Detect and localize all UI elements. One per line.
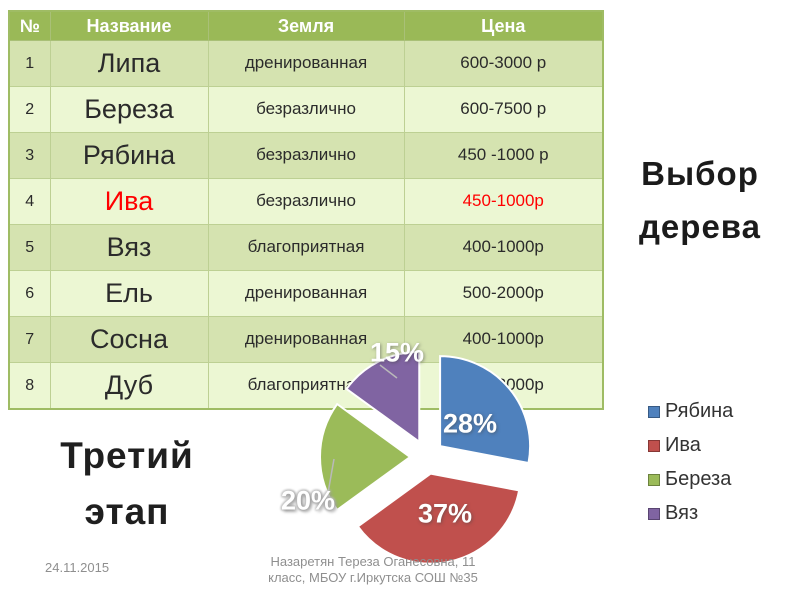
column-header-0: № xyxy=(8,10,51,41)
table-row: 7 Сосна дренированная 400-1000р xyxy=(8,316,604,363)
legend-item-1: Ива xyxy=(648,434,733,457)
slide-date: 24.11.2015 xyxy=(45,560,110,575)
chart-legend: Рябина Ива Береза Вяз xyxy=(648,400,733,536)
legend-swatch-icon xyxy=(648,507,660,520)
legend-label: Рябина xyxy=(665,400,734,422)
cell-num: 1 xyxy=(8,40,51,87)
legend-item-2: Береза xyxy=(648,468,733,491)
cell-num: 4 xyxy=(8,178,51,225)
cell-name: Вяз xyxy=(49,224,209,271)
cell-price: 600-2000р xyxy=(403,362,604,410)
cell-name: Дуб xyxy=(49,362,209,410)
cell-num: 3 xyxy=(8,132,51,179)
column-header-2: Земля xyxy=(207,10,405,41)
cell-name: Ива xyxy=(49,178,209,225)
table-row: 6 Ель дренированная 500-2000р xyxy=(8,270,604,317)
column-header-3: Цена xyxy=(403,10,604,41)
table-row: 3 Рябина безразлично 450 -1000 р xyxy=(8,132,604,179)
pie-slice-1 xyxy=(356,472,521,565)
cell-price: 600-3000 р xyxy=(403,40,604,87)
cell-name: Ель xyxy=(49,270,209,317)
pie-data-label-1: 37% xyxy=(417,498,473,529)
cell-num: 7 xyxy=(8,316,51,363)
cell-soil: безразлично xyxy=(207,86,405,133)
legend-swatch-icon xyxy=(648,439,660,452)
cell-soil: дренированная xyxy=(207,40,405,87)
cell-num: 6 xyxy=(8,270,51,317)
table-header-row: № Название Земля Цена xyxy=(8,10,604,41)
legend-label: Ива xyxy=(665,434,701,456)
cell-soil: благоприятная xyxy=(207,224,405,271)
slide-credit: Назаретян Тереза Оганесовна, 11 класс, М… xyxy=(253,554,493,587)
legend-swatch-icon xyxy=(648,405,660,418)
cell-soil: благоприятная xyxy=(207,362,405,410)
pie-data-label-2: 20% xyxy=(280,485,336,516)
credit-line2: класс, МБОУ г.Иркутска СОШ №35 xyxy=(268,570,478,586)
cell-price: 400-1000р xyxy=(403,316,604,363)
legend-item-3: Вяз xyxy=(648,502,733,525)
cell-name: Липа xyxy=(49,40,209,87)
table-row: 8 Дуб благоприятная 600-2000р xyxy=(8,362,604,410)
slide-title-line2: дерева xyxy=(638,207,761,245)
cell-num: 5 xyxy=(8,224,51,271)
cell-name: Сосна xyxy=(49,316,209,363)
pie-slice-2 xyxy=(319,402,412,512)
stage-title: Третий этап xyxy=(22,428,232,539)
column-header-1: Название xyxy=(49,10,209,41)
trees-table: № Название Земля Цена 1 Липа дренированная 600… xyxy=(8,10,604,410)
legend-swatch-icon xyxy=(648,473,660,486)
cell-num: 2 xyxy=(8,86,51,133)
legend-label: Вяз xyxy=(665,502,699,524)
credit-line1: Назаретян Тереза Оганесовна, 11 xyxy=(270,554,476,569)
table-row: 4 Ива безразлично 450-1000р xyxy=(8,178,604,225)
pie-data-label-0: 28% xyxy=(442,408,498,439)
label-leader-line-1 xyxy=(327,458,335,494)
cell-soil: дренированная xyxy=(207,316,405,363)
table-row: 1 Липа дренированная 600-3000 р xyxy=(8,40,604,87)
slide-title: Выбор дерева xyxy=(600,148,800,254)
legend-item-0: Рябина xyxy=(648,400,733,423)
cell-soil: безразлично xyxy=(207,178,405,225)
cell-price: 500-2000р xyxy=(403,270,604,317)
table-row: 5 Вяз благоприятная 400-1000р xyxy=(8,224,604,271)
legend-label: Береза xyxy=(665,468,732,490)
cell-price: 400-1000р xyxy=(403,224,604,271)
cell-soil: дренированная xyxy=(207,270,405,317)
stage-title-line1: Третий xyxy=(60,435,194,476)
stage-title-line2: этап xyxy=(84,490,170,532)
cell-num: 8 xyxy=(8,362,51,410)
cell-price: 600-7500 р xyxy=(403,86,604,133)
cell-name: Береза xyxy=(49,86,209,133)
table-row: 2 Береза безразлично 600-7500 р xyxy=(8,86,604,133)
slide-title-line1: Выбор xyxy=(641,155,759,192)
cell-name: Рябина xyxy=(49,132,209,179)
cell-soil: безразлично xyxy=(207,132,405,179)
cell-price: 450 -1000 р xyxy=(403,132,604,179)
cell-price: 450-1000р xyxy=(403,178,604,225)
